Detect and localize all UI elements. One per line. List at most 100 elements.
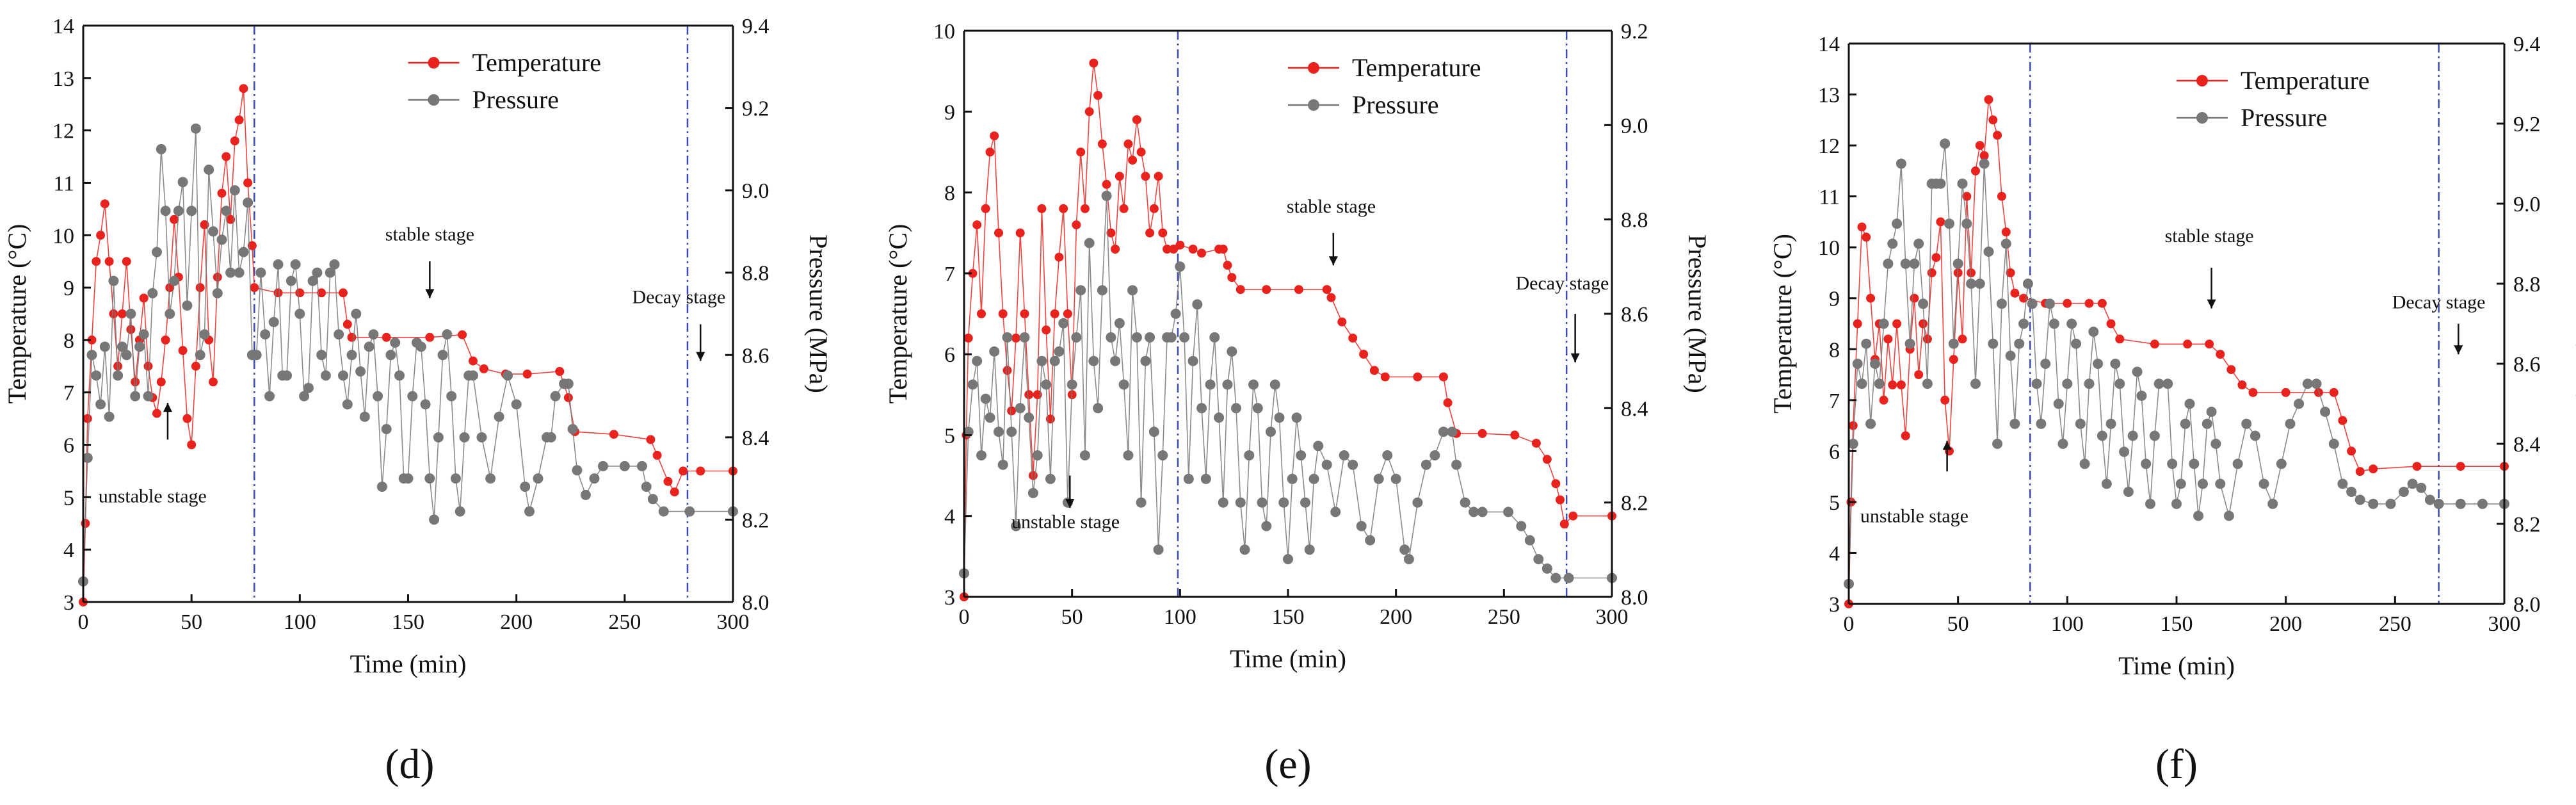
pressure-point: [1883, 258, 1894, 269]
temperature-point: [1093, 91, 1103, 100]
series-pressure: [1844, 138, 2509, 589]
pressure-point: [316, 350, 327, 361]
pressure-point: [403, 473, 414, 484]
pressure-point: [997, 459, 1008, 470]
pressure-point: [1935, 178, 1946, 189]
temperature-point: [425, 332, 435, 342]
x-tick-label: 200: [500, 610, 533, 634]
pressure-point: [1166, 332, 1177, 343]
x-tick-label: 50: [1061, 605, 1083, 629]
pressure-point: [204, 165, 214, 175]
pressure-point: [1940, 138, 1951, 149]
temperature-point: [972, 220, 982, 230]
temperature-point: [1359, 350, 1369, 359]
pressure-point: [1041, 379, 1052, 390]
left-y-tick-label: 3: [944, 586, 955, 610]
temperature-point: [1011, 333, 1020, 343]
temperature-point: [104, 257, 114, 266]
pressure-point: [1870, 359, 1880, 369]
pressure-point: [2022, 279, 2033, 289]
pressure-point: [1157, 450, 1168, 460]
temperature-point: [1896, 380, 1906, 389]
pressure-point: [2036, 418, 2047, 429]
pressure-point: [1313, 441, 1324, 451]
temperature-point: [295, 288, 305, 298]
pressure-point: [169, 275, 180, 286]
annotation-text: Decay stage: [632, 287, 726, 308]
temperature-point: [1322, 285, 1332, 295]
temperature-point: [1158, 228, 1168, 238]
series-temperature: [79, 84, 737, 606]
temperature-point: [1175, 240, 1185, 250]
temperature-point: [2355, 467, 2365, 476]
pressure-point: [2071, 338, 2081, 349]
temperature-point: [1294, 285, 1303, 295]
pressure-point: [980, 393, 991, 404]
temperature-point: [981, 204, 990, 213]
temperature-point: [178, 346, 188, 355]
temperature-point: [1922, 334, 1932, 344]
temperature-point: [2338, 416, 2347, 425]
pressure-point: [1339, 450, 1349, 460]
temperature-point: [1072, 220, 1081, 230]
x-tick-label: 250: [2379, 612, 2411, 636]
temperature-point: [652, 450, 662, 460]
pressure-point: [1957, 178, 1968, 189]
pressure-point: [2258, 478, 2269, 489]
left-y-tick-label: 11: [53, 172, 74, 195]
annotation-arrowhead: [1942, 441, 1952, 450]
pressure-point: [2337, 478, 2348, 489]
pressure-point: [346, 350, 357, 361]
temperature-point: [522, 370, 532, 379]
pressure-point: [1847, 439, 1858, 449]
pressure-point: [2294, 398, 2305, 409]
temperature-point: [2150, 339, 2159, 349]
pressure-point: [286, 275, 296, 286]
pressure-point: [255, 267, 266, 278]
right-y-tick-label: 8.8: [2513, 273, 2541, 297]
temperature-point: [195, 283, 205, 293]
temperature-point: [1971, 166, 1980, 175]
temperature-point: [247, 241, 257, 250]
legend-swatch-marker: [1308, 99, 1319, 111]
annotation-text: unstable stage: [99, 486, 207, 507]
left-y-tick-label: 9: [944, 101, 955, 124]
pressure-point: [2093, 359, 2104, 369]
pressure-point: [1131, 332, 1142, 343]
pressure-point: [2132, 366, 2143, 377]
temperature-point: [1154, 172, 1163, 181]
pressure-point: [1878, 318, 1889, 329]
pressure-point: [468, 370, 478, 381]
temperature-point: [92, 257, 101, 266]
pressure-point: [1032, 450, 1043, 460]
temperature-point: [1089, 58, 1099, 68]
left-y-tick-label: 7: [1829, 389, 1840, 413]
temperature-point: [200, 220, 209, 229]
pressure-point: [1296, 450, 1307, 460]
pressure-point: [641, 482, 652, 492]
right-y-tick-label: 9.2: [742, 97, 769, 121]
pressure-point: [1214, 412, 1225, 423]
left-y-axis-title: Temperature (°C): [3, 224, 31, 404]
temperature-point: [1892, 319, 1902, 329]
temperature-point: [156, 377, 166, 387]
temperature-point: [998, 309, 1008, 318]
temperature-point: [1020, 309, 1029, 318]
temperature-point: [1024, 390, 1034, 400]
pressure-point: [1088, 355, 1099, 366]
temperature-point: [1879, 395, 1888, 405]
right-y-tick-label: 8.4: [742, 427, 769, 450]
temperature-point: [2097, 298, 2107, 308]
pressure-point: [2206, 407, 2217, 417]
pressure-point: [476, 432, 487, 443]
temperature-point: [1145, 228, 1155, 238]
temperature-point: [1123, 139, 1133, 149]
legend: Temperature Pressure: [1288, 53, 1481, 119]
pressure-point: [2114, 378, 2125, 389]
pressure-point: [1036, 355, 1047, 366]
pressure-point: [2210, 439, 2221, 449]
pressure-point: [1896, 158, 1906, 169]
x-tick-label: 0: [78, 610, 89, 634]
temperature-point: [1015, 228, 1025, 238]
